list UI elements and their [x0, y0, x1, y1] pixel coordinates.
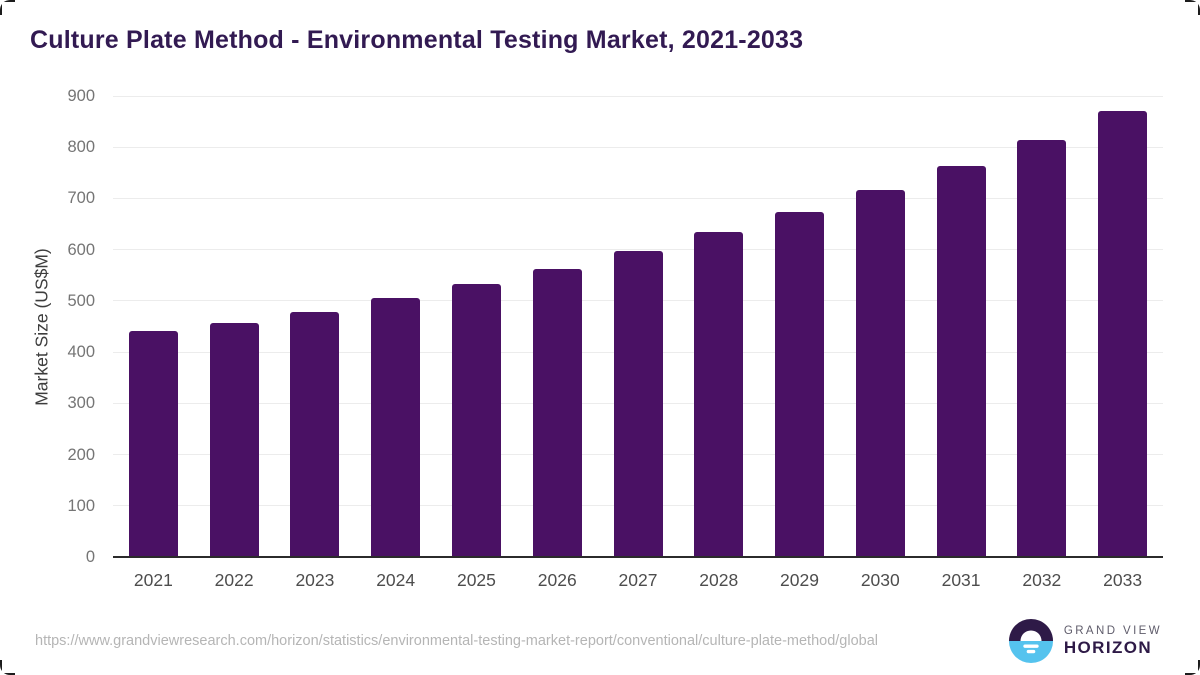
y-tick-label-900: 900	[67, 87, 95, 105]
bar-2027	[613, 251, 663, 557]
x-axis-label-2027: 2027	[618, 570, 658, 590]
bar-2026	[532, 268, 582, 557]
bar-2031	[936, 166, 986, 557]
x-axis-label-2028: 2028	[699, 570, 739, 590]
y-tick-label-500: 500	[67, 291, 95, 310]
chart-title: Culture Plate Method - Environmental Tes…	[30, 26, 804, 54]
bar-2033	[1098, 110, 1148, 557]
x-axis-label-2033: 2033	[1103, 570, 1143, 590]
bar-2032	[1017, 139, 1067, 557]
grand-view-horizon-logo: GRAND VIEW HORIZON	[1008, 618, 1162, 664]
rounded-corner-mark	[0, 660, 15, 675]
rounded-corner-mark	[0, 0, 15, 15]
horizon-sunrise-logo-icon	[1008, 618, 1054, 664]
bar-2024	[371, 298, 421, 557]
x-axis-label-2030: 2030	[860, 570, 900, 590]
x-axis-label-2031: 2031	[941, 570, 981, 590]
x-axis-label-2023: 2023	[295, 570, 335, 590]
y-tick-label-100: 100	[67, 496, 95, 515]
logo-brand-bottom: HORIZON	[1063, 637, 1153, 657]
y-tick-label-300: 300	[67, 394, 95, 413]
rounded-corner-mark	[1185, 0, 1200, 15]
x-axis-label-2026: 2026	[537, 570, 577, 590]
gridline-800	[113, 146, 1163, 148]
y-tick-label-800: 800	[67, 138, 95, 157]
y-tick-label-0: 0	[85, 548, 95, 566]
x-axis-label-2021: 2021	[133, 570, 173, 590]
y-tick-label-600: 600	[67, 240, 95, 259]
x-axis-label-2024: 2024	[376, 570, 416, 590]
logo-brand-top: GRAND VIEW	[1063, 624, 1162, 637]
bar-2022	[209, 322, 259, 557]
gridline-900	[113, 95, 1163, 97]
source-url: https://www.grandviewresearch.com/horizo…	[35, 632, 878, 649]
bar-chart-plot-area: 0 100 200 300 400 500 600 700 800 900 2021 2022 2023…	[67, 87, 1163, 590]
bar-2029	[775, 211, 825, 557]
bar-2025	[451, 284, 501, 557]
bar-2028	[694, 232, 744, 557]
y-axis-title: Market Size (US$M)	[31, 248, 52, 406]
logo-wordmark: GRAND VIEW HORIZON	[1064, 625, 1162, 658]
gridline-600	[113, 249, 1163, 251]
rounded-corner-mark	[1185, 660, 1200, 675]
bar-2021	[128, 331, 178, 557]
footer: https://www.grandviewresearch.com/horizo…	[35, 618, 1162, 664]
bar-2023	[290, 311, 340, 557]
y-tick-label-200: 200	[67, 445, 95, 464]
x-axis-label-2025: 2025	[456, 570, 496, 590]
x-axis-label-2029: 2029	[780, 570, 819, 590]
bar-2030	[855, 190, 905, 557]
x-axis-line	[113, 556, 1163, 558]
gridline-700	[113, 197, 1163, 199]
y-tick-label-400: 400	[67, 343, 95, 362]
y-tick-label-700: 700	[67, 189, 95, 208]
x-axis-label-2022: 2022	[214, 570, 254, 590]
x-axis-label-2032: 2032	[1022, 570, 1062, 590]
